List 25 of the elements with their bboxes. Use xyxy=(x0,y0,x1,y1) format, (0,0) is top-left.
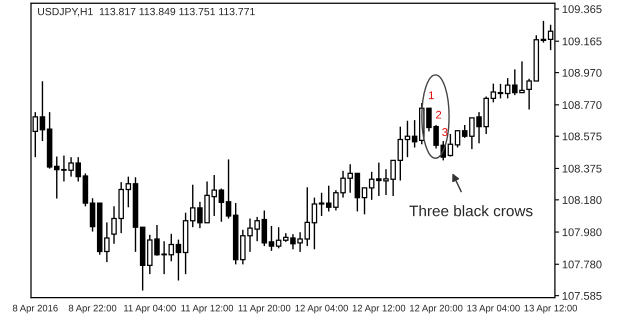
annotation: 3 xyxy=(442,128,448,136)
x-tick-label: 11 Apr 20:00 xyxy=(238,304,290,314)
chart-title: USDJPY,H1 113.817 113.849 113.751 113.771 xyxy=(38,8,255,16)
annotation: 2 xyxy=(436,110,442,119)
x-tick-label: 12 Apr 12:00 xyxy=(352,304,406,314)
annotation: Three black crows xyxy=(409,205,533,216)
y-tick-label: 109.165 xyxy=(562,37,602,46)
y-tick-label: 107.980 xyxy=(562,228,602,236)
x-tick-label: 8 Apr 22:00 xyxy=(68,304,116,314)
x-tick-label: 8 Apr 2016 xyxy=(12,304,58,314)
y-tick-label: 108.575 xyxy=(562,132,602,140)
x-tick-label: 12 Apr 20:00 xyxy=(410,304,463,314)
y-tick-label: 107.585 xyxy=(562,292,602,300)
x-tick-label: 13 Apr 12:00 xyxy=(524,304,578,314)
y-tick-label: 108.770 xyxy=(562,101,602,109)
y-tick-label: 108.970 xyxy=(562,68,602,77)
y-tick-label: 109.365 xyxy=(562,5,602,14)
annotation: 1 xyxy=(429,91,434,100)
x-tick-label: 13 Apr 04:00 xyxy=(467,304,520,314)
y-tick-label: 108.180 xyxy=(562,196,602,204)
y-tick-label: 108.375 xyxy=(562,164,602,173)
x-tick-label: 11 Apr 12:00 xyxy=(181,304,234,314)
x-tick-label: 11 Apr 04:00 xyxy=(124,304,176,314)
y-tick-label: 107.780 xyxy=(562,260,602,268)
x-tick-label: 12 Apr 04:00 xyxy=(296,304,348,314)
